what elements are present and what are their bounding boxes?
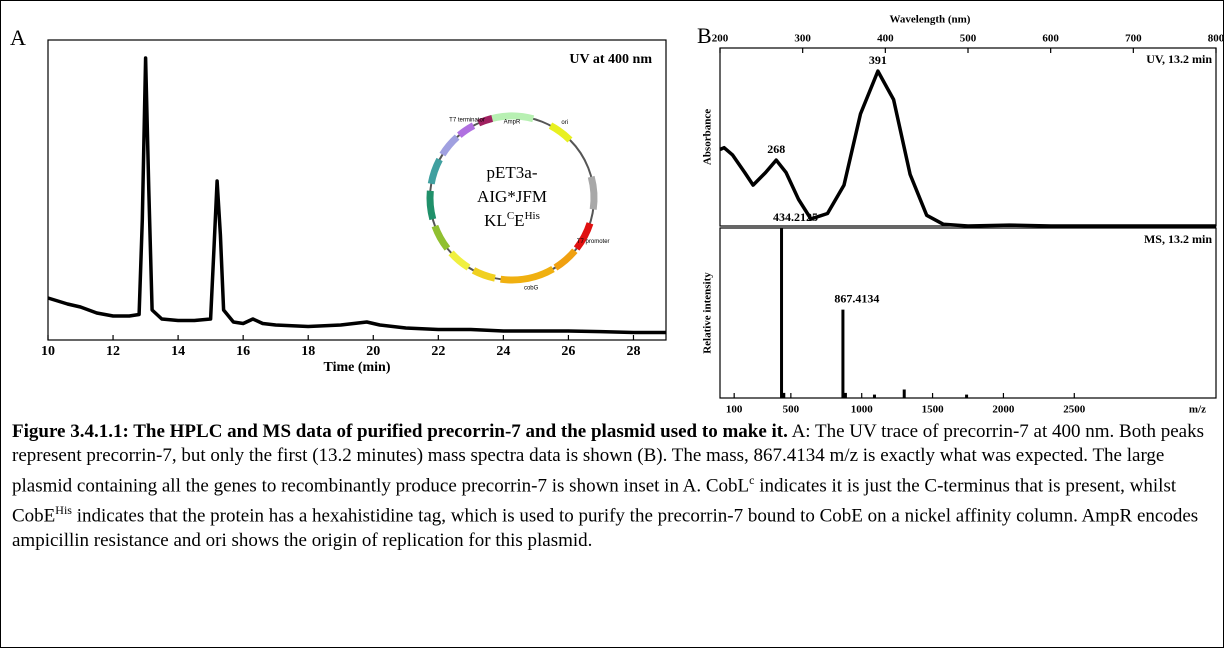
x-tick-label: 16 xyxy=(236,344,250,359)
x-tick-label: 20 xyxy=(366,344,380,359)
plasmid-feature: ori xyxy=(561,120,568,126)
figure: 10 12 14 16 18 20 22 24 26 28 Time (min) A UV at 400… xyxy=(10,14,1224,416)
x-tick-label: 24 xyxy=(496,344,510,359)
caption-text: indicates it is just the C-terminus that… xyxy=(12,475,1177,527)
plasmid-gene xyxy=(553,248,578,271)
annotation: UV, 13.2 min xyxy=(1146,52,1212,66)
plasmid-gene xyxy=(587,175,598,210)
x-tick-label: 800 xyxy=(1208,33,1224,45)
x-tick-label: 2000 xyxy=(992,404,1015,416)
x-tick-label: 600 xyxy=(1042,33,1059,45)
plasmid-feature: AmpR xyxy=(504,120,521,126)
x-tick-label: 500 xyxy=(960,33,977,45)
caption-text: A: The UV trace of precorrin-7 at 400 nm… xyxy=(12,421,1205,497)
plasmid-gene xyxy=(439,134,460,157)
x-tick-label: 1500 xyxy=(922,404,945,416)
x-tick-label: 300 xyxy=(794,33,811,45)
plasmid-gene xyxy=(431,224,451,251)
x-axis-label: m/z xyxy=(1189,404,1206,416)
plasmid-gene xyxy=(426,190,437,221)
plasmid-gene xyxy=(500,265,555,284)
panel-label: B xyxy=(697,23,712,48)
plasmid-gene xyxy=(457,122,476,138)
caption: Figure 3.4.1.1: The HPLC and MS data of … xyxy=(12,420,1212,553)
x-tick-label: 18 xyxy=(301,344,315,359)
x-tick-label: 500 xyxy=(783,404,800,416)
plasmid-gene xyxy=(471,267,496,282)
plasmid-gene xyxy=(477,115,494,127)
plot-frame xyxy=(719,47,1217,227)
plasmid-name: KLCEHis xyxy=(484,210,540,230)
plasmid-gene xyxy=(573,222,594,251)
peak-label: 268 xyxy=(767,142,785,156)
plasmid-feature: T7 terminator xyxy=(449,118,485,124)
plasmid-feature: cobG xyxy=(524,286,539,292)
x-tick-label: 12 xyxy=(106,344,120,359)
plasmid-name: AIG*JFM xyxy=(477,187,547,206)
peak-label: 434.2125 xyxy=(773,210,818,224)
x-tick-label: 22 xyxy=(431,344,445,359)
peak-label: 391 xyxy=(869,53,887,67)
annotation: MS, 13.2 min xyxy=(1144,232,1212,246)
plasmid-name-part: C xyxy=(507,210,514,222)
x-tick-label: 26 xyxy=(561,344,575,359)
caption-text: indicates that the protein has a hexahis… xyxy=(12,505,1199,551)
x-tick-label: 28 xyxy=(626,344,640,359)
plasmid-gene xyxy=(427,157,443,185)
x-tick-label: 100 xyxy=(726,404,743,416)
trace xyxy=(47,56,666,335)
x-tick-label: 700 xyxy=(1125,33,1142,45)
plasmid-gene xyxy=(448,250,471,271)
x-tick-label: 14 xyxy=(171,344,185,359)
annotation: UV at 400 nm xyxy=(569,52,652,67)
plasmid-feature: T7 promoter xyxy=(577,239,610,245)
caption-bold: Figure 3.4.1.1: The HPLC and MS data of … xyxy=(12,421,788,442)
x-axis-label: Wavelength (nm) xyxy=(890,14,971,26)
x-tick-label: 2500 xyxy=(1063,404,1086,416)
y-axis-label: Relative intensity xyxy=(702,272,714,354)
caption-sup: His xyxy=(55,503,72,518)
panel-label: A xyxy=(10,25,26,50)
trace xyxy=(719,69,1216,228)
x-tick-label: 200 xyxy=(712,33,729,45)
plasmid-name-part: E xyxy=(514,211,524,230)
plasmid-name-part: His xyxy=(525,210,540,222)
plot-frame xyxy=(719,227,1217,399)
x-axis-label: Time (min) xyxy=(323,360,390,375)
x-tick-label: 1000 xyxy=(851,404,874,416)
plasmid-name-part: KL xyxy=(484,211,507,230)
caption-sup: c xyxy=(749,473,755,487)
y-axis-label: Absorbance xyxy=(702,109,714,165)
peak-label: 867.4134 xyxy=(834,291,879,305)
plasmid-name: pET3a- xyxy=(487,163,538,182)
x-tick-label: 10 xyxy=(41,344,55,359)
x-tick-label: 400 xyxy=(877,33,894,45)
plot-frame xyxy=(47,39,667,341)
plasmid-gene xyxy=(548,122,573,143)
